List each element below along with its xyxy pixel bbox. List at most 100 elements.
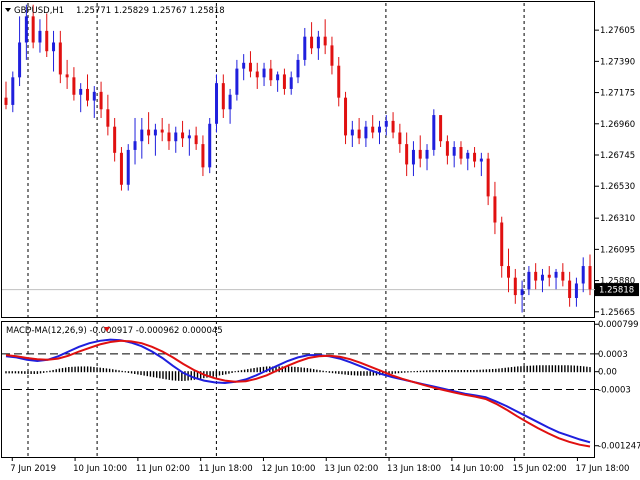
candle: [79, 83, 83, 113]
price-tick-label: 1.27175: [600, 89, 635, 99]
candle: [38, 19, 42, 53]
candle: [242, 54, 246, 81]
candle: [445, 135, 449, 165]
candle: [221, 74, 225, 118]
candle: [133, 117, 137, 165]
macd-tick-label: 0.00: [598, 368, 617, 378]
time-tick-label: 10 Jun 10:00: [73, 464, 127, 474]
candle: [174, 126, 178, 153]
macd-levels: [2, 353, 594, 390]
candle: [493, 181, 497, 235]
candle: [160, 117, 164, 142]
price-tick-label: 1.26745: [600, 151, 635, 161]
candle: [215, 74, 219, 133]
candle: [581, 257, 585, 293]
triangle-down-icon[interactable]: [5, 8, 11, 12]
candle: [588, 254, 592, 296]
candle: [520, 280, 524, 313]
time-tick-label: 12 Jun 10:00: [261, 464, 315, 474]
macd-panel-frame: [1, 321, 595, 458]
candle: [357, 117, 361, 145]
candle: [473, 147, 477, 168]
time-tick-label: 11 Jun 18:00: [199, 464, 253, 474]
candle: [248, 51, 252, 78]
candle: [425, 144, 429, 171]
candle: [276, 71, 280, 92]
candle: [411, 141, 415, 177]
candle: [65, 59, 69, 89]
price-tick-label: 1.27390: [600, 57, 635, 67]
candle: [486, 152, 490, 206]
time-tick-label: 17 Jun 18:00: [575, 464, 629, 474]
candle: [106, 94, 110, 136]
candle: [418, 135, 422, 168]
candle: [296, 54, 300, 84]
candle: [147, 112, 151, 145]
candle: [479, 152, 483, 177]
candle: [398, 123, 402, 153]
price-axis: 1.27605 1.27390 1.27175 1.26960 1.26745 1.265…: [595, 26, 635, 318]
candle: [439, 115, 443, 148]
candle: [187, 129, 191, 156]
candle: [228, 88, 232, 124]
time-tick-label: 7 Jun 2019: [10, 464, 56, 474]
time-axis: 7 Jun 2019 10 Jun 10:00 11 Jun 02:00 11 Jun…: [10, 457, 629, 474]
price-tick-label: 1.26960: [600, 120, 635, 130]
price-panel-frame: [1, 1, 595, 318]
candle: [344, 91, 348, 145]
candle: [58, 30, 62, 84]
candle: [452, 141, 456, 168]
candle: [194, 126, 198, 150]
candle: [540, 268, 544, 293]
candle: [113, 117, 117, 162]
candle: [527, 266, 531, 296]
candle: [561, 263, 565, 287]
candle: [269, 59, 273, 87]
macd-indicator-title: MACD-MA(12,26,9) -0.000917 -0.000962 0.0…: [6, 326, 223, 336]
candle: [289, 71, 293, 95]
signal-line: [5, 339, 591, 448]
candle: [282, 68, 286, 95]
macd-tick-label: -0.0003: [598, 386, 631, 396]
candle: [323, 19, 327, 55]
candle: [92, 86, 96, 118]
candle: [140, 117, 144, 159]
candle: [11, 71, 15, 113]
indicator-marker-icon: [104, 327, 110, 332]
price-candles: [4, 4, 592, 313]
candle: [316, 30, 320, 60]
candle: [310, 22, 314, 55]
candle: [554, 268, 558, 290]
candle: [255, 62, 259, 89]
candle: [391, 112, 395, 139]
macd-line: [5, 338, 591, 444]
candle: [99, 81, 103, 118]
time-tick-label: 11 Jun 02:00: [136, 464, 190, 474]
window-title: GBPUSD,H1: [14, 6, 64, 16]
macd-tick-label: 0.0003: [598, 350, 628, 360]
candle: [153, 123, 157, 156]
candle: [126, 144, 130, 191]
price-tick-label: 1.25880: [600, 277, 635, 287]
candle: [85, 74, 89, 107]
candle: [513, 268, 517, 304]
candle: [337, 57, 341, 107]
candle: [384, 115, 388, 136]
candle: [31, 4, 35, 49]
price-tick-label: 1.25665: [600, 308, 635, 318]
macd-axis: 0.000799 0.0003 0.00 -0.0003 -0.001247: [595, 320, 640, 452]
ohlc-values: 1.25771 1.25829 1.25767 1.25818: [76, 6, 225, 16]
candle: [330, 36, 334, 75]
candle: [208, 117, 212, 174]
candle: [432, 109, 436, 156]
candle: [45, 13, 49, 58]
candle: [4, 81, 8, 110]
candle: [52, 30, 56, 72]
candle: [507, 248, 511, 293]
candle: [466, 149, 470, 171]
candle: [24, 4, 28, 60]
candle: [262, 62, 266, 87]
candle: [500, 216, 504, 278]
candle: [72, 67, 76, 101]
